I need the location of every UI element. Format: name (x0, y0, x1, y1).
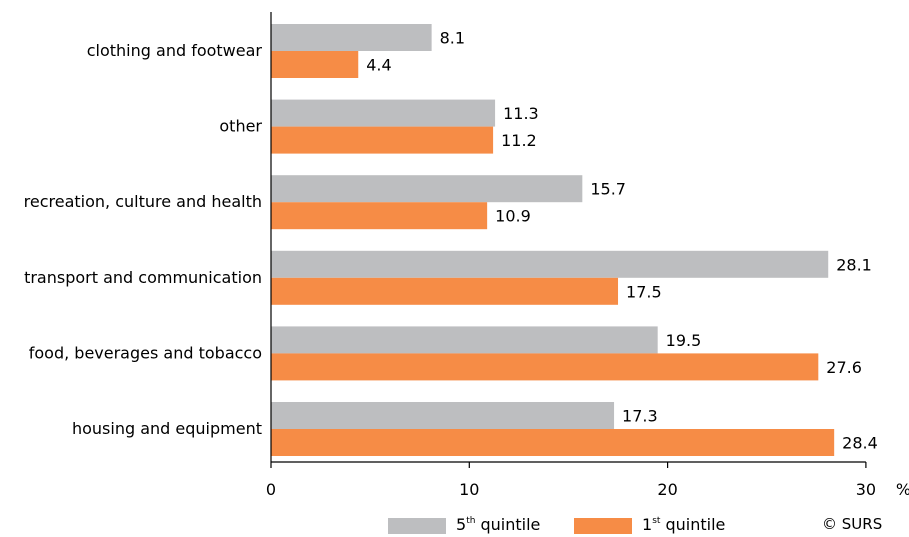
value-label-other-series-1: 11.2 (501, 131, 537, 150)
bar-recreation-culture-and-health-series-0 (271, 175, 583, 203)
value-label-clothing-and-footwear-series-0: 8.1 (440, 29, 465, 48)
bar-transport-and-communication-series-1 (271, 277, 619, 305)
bar-clothing-and-footwear-series-0 (271, 24, 432, 51)
x-tick-label-30: 30 (856, 480, 876, 499)
category-label-clothing-and-footwear: clothing and footwear (87, 41, 263, 60)
value-label-other-series-0: 11.3 (503, 104, 539, 123)
x-axis-unit: % (896, 480, 909, 499)
category-label-other: other (219, 117, 262, 136)
bar-housing-and-equipment-series-1 (271, 429, 835, 456)
bar-clothing-and-footwear-series-1 (271, 51, 359, 78)
bar-other-series-1 (271, 126, 494, 154)
value-label-transport-and-communication-series-0: 28.1 (836, 255, 872, 274)
category-label-transport-and-communication: transport and communication (24, 268, 262, 287)
bar-transport-and-communication-series-0 (271, 250, 829, 278)
bar-recreation-culture-and-health-series-1 (271, 202, 488, 230)
bar-food-beverages-and-tobacco-series-1 (271, 353, 819, 381)
bars-group (271, 24, 835, 456)
labels-group: clothing and footwear 8.1 4.4 other 11.3 11.2… (24, 29, 878, 453)
x-ticks-group: 0 10 20 30 (266, 462, 876, 499)
x-tick-label-0: 0 (266, 480, 276, 499)
value-label-recreation-culture-and-health-series-1: 10.9 (495, 207, 531, 226)
value-label-housing-and-equipment-series-0: 17.3 (622, 407, 658, 426)
bar-food-beverages-and-tobacco-series-0 (271, 326, 658, 354)
value-label-food-beverages-and-tobacco-series-1: 27.6 (826, 358, 862, 377)
value-label-transport-and-communication-series-1: 17.5 (626, 282, 662, 301)
category-label-recreation-culture-and-health: recreation, culture and health (24, 192, 262, 211)
x-tick-label-20: 20 (657, 480, 677, 499)
category-label-food-beverages-and-tobacco: food, beverages and tobacco (29, 343, 262, 362)
bar-other-series-0 (271, 99, 496, 127)
legend-label-1st-quintile: 1st quintile (642, 515, 726, 534)
bar-housing-and-equipment-series-0 (271, 402, 615, 429)
copyright-credit: © SURS (822, 515, 883, 533)
value-label-recreation-culture-and-health-series-0: 15.7 (590, 180, 626, 199)
value-label-clothing-and-footwear-series-1: 4.4 (366, 56, 391, 75)
value-label-housing-and-equipment-series-1: 28.4 (842, 434, 878, 453)
value-label-food-beverages-and-tobacco-series-0: 19.5 (666, 331, 702, 350)
legend-swatch-1st-quintile (574, 518, 632, 534)
legend-swatch-5th-quintile (388, 518, 446, 534)
x-tick-label-10: 10 (459, 480, 479, 499)
legend: 5th quintile 1st quintile (0, 514, 909, 536)
legend-label-5th-quintile: 5th quintile (456, 515, 541, 534)
category-label-housing-and-equipment: housing and equipment (72, 419, 262, 438)
